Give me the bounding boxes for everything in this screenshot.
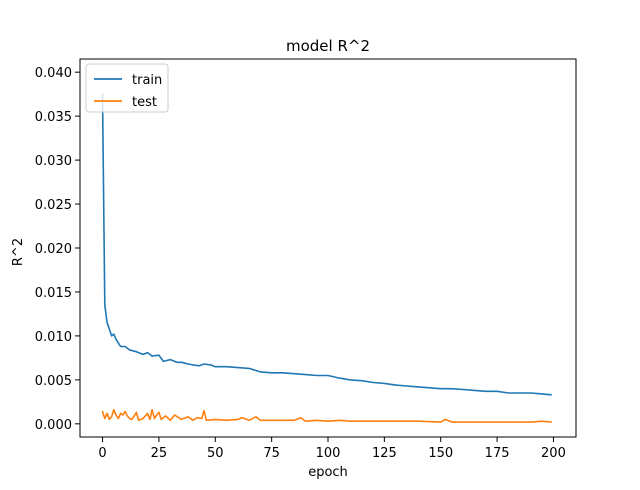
x-tick-label: 25 (151, 446, 168, 461)
y-tick-label: 0.010 (35, 330, 72, 345)
y-tick-label: 0.020 (35, 242, 72, 257)
series-line-train (101, 93, 553, 396)
series-line-test (101, 408, 553, 423)
y-tick-label: 0.035 (35, 110, 72, 125)
y-tick-label: 0.040 (35, 66, 72, 81)
y-tick-label: 0.015 (35, 286, 72, 301)
y-tick-label: 0.005 (35, 374, 72, 389)
chart-title: model R^2 (286, 37, 370, 55)
x-tick-label: 75 (263, 446, 280, 461)
x-tick-label: 50 (207, 446, 224, 461)
y-tick-label: 0.025 (35, 198, 72, 213)
plot-background (80, 59, 576, 437)
x-tick-label: 0 (98, 446, 106, 461)
legend: train test (85, 63, 169, 113)
x-tick-label: 125 (372, 446, 397, 461)
axes-group: 0 25 50 75 100 125 150 175 200 0.000 0.005 0.010 0.0… (35, 58, 577, 461)
x-tick-label: 150 (428, 446, 453, 461)
x-tick-label: 175 (485, 446, 510, 461)
legend-label-train: train (132, 73, 162, 88)
y-tick-label: 0.030 (35, 154, 72, 169)
plot-area (80, 59, 576, 437)
x-tick-label: 200 (541, 446, 566, 461)
series-group (101, 93, 553, 423)
legend-box (85, 63, 169, 113)
legend-label-test: test (132, 95, 157, 110)
y-tick-label: 0.000 (35, 418, 72, 433)
y-axis-title: R^2 (11, 238, 26, 266)
x-axis-title: epoch (308, 465, 348, 480)
x-tick-label: 100 (316, 446, 341, 461)
